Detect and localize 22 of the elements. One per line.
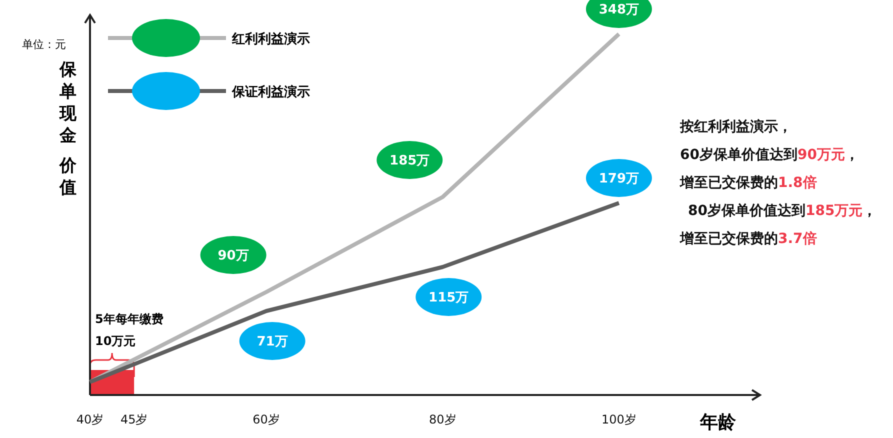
data-label: 115万 bbox=[428, 290, 469, 306]
x-axis-title: 年龄 bbox=[699, 412, 737, 433]
x-tick-label: 100岁 bbox=[601, 412, 636, 427]
data-label: 348万 bbox=[598, 2, 640, 18]
x-tick-label: 80岁 bbox=[428, 412, 456, 427]
x-tick-label: 45岁 bbox=[120, 412, 148, 427]
data-label: 185万 bbox=[390, 154, 430, 168]
annotation: 增至已交保费的3.7倍 bbox=[679, 230, 817, 247]
y-axis-title: 保单现金价值 bbox=[58, 60, 78, 198]
legend-label: 保证利益演示 bbox=[231, 84, 310, 100]
data-label: 90万 bbox=[218, 248, 249, 264]
annotation: 80岁保单价值达到185万元， bbox=[688, 203, 877, 219]
data-label: 179万 bbox=[598, 172, 640, 186]
data-label: 71万 bbox=[256, 334, 288, 350]
legend-label: 红利利益演示 bbox=[231, 31, 310, 47]
annotation: 增至已交保费的1.8倍 bbox=[679, 174, 817, 191]
x-tick-label: 40岁 bbox=[76, 412, 104, 427]
annotation: 按红利利益演示， bbox=[679, 118, 792, 135]
band-label: 5年每年缴费 10万元 bbox=[95, 312, 164, 348]
text: 单位：元 bbox=[22, 38, 66, 51]
annotation: 60岁保单价值达到90万元， bbox=[680, 147, 859, 163]
x-tick-label: 60岁 bbox=[252, 412, 280, 427]
